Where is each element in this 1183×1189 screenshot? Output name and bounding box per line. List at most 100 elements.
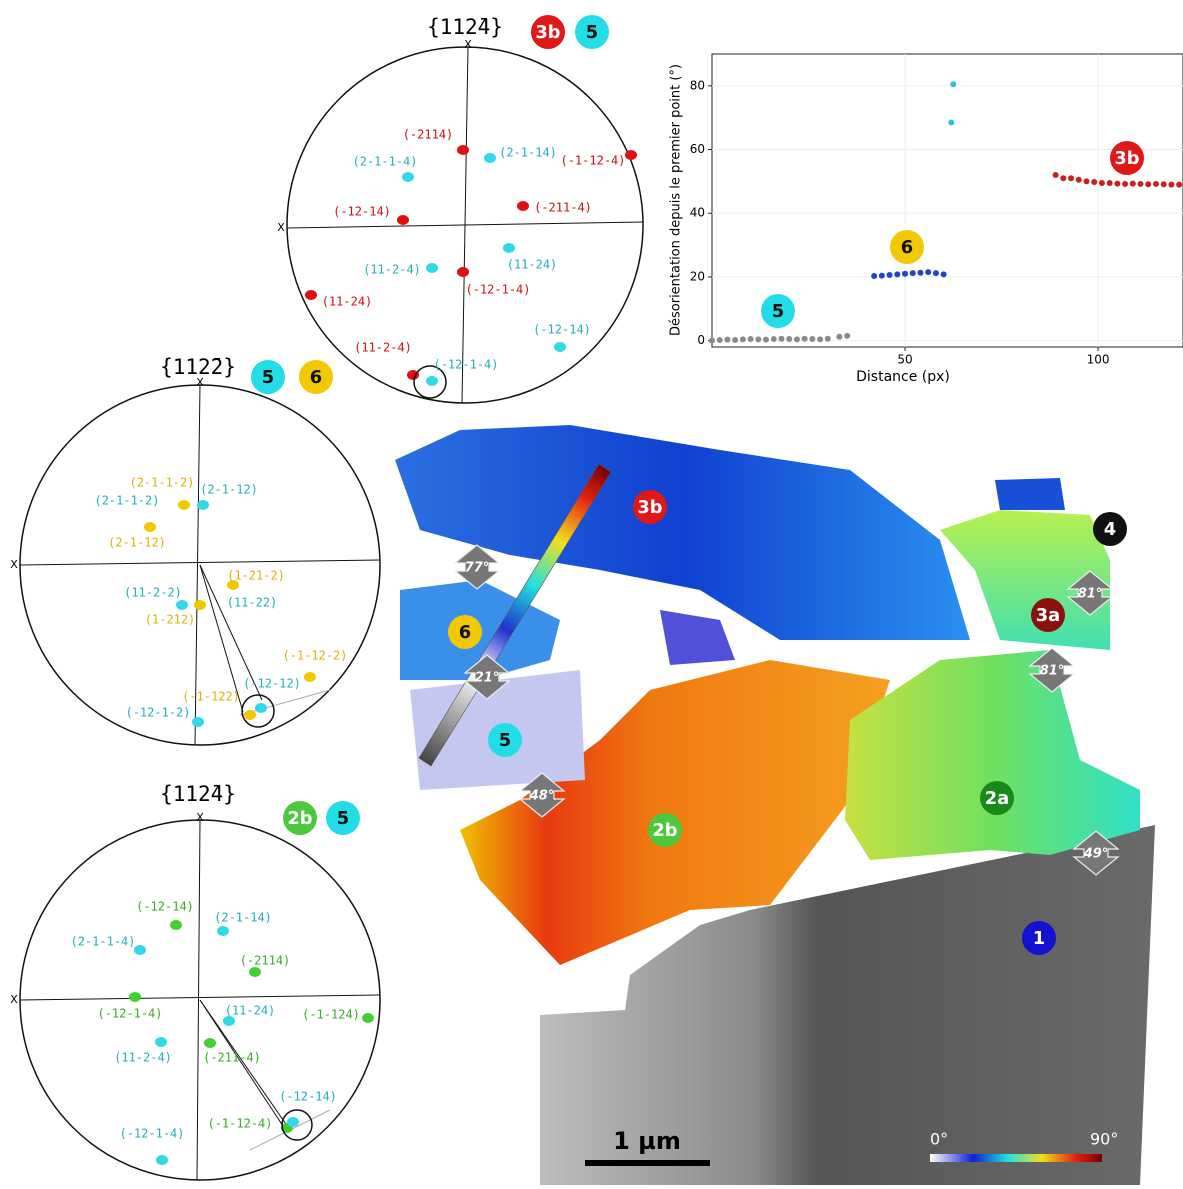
pole-spot: [134, 945, 146, 955]
pole-label: (1-212): [145, 613, 196, 627]
badge-label: 2b: [287, 808, 312, 829]
badge: [283, 801, 317, 835]
data-point: [1145, 181, 1152, 188]
pole-spot: [244, 710, 256, 720]
pole-spot: [362, 1013, 374, 1023]
axis-x-label: X: [10, 558, 18, 571]
badge: [488, 723, 522, 757]
pole-label: (-12-14): [136, 900, 194, 914]
grain-2b: [460, 660, 890, 965]
data-point: [917, 269, 924, 276]
axis-x-label: X: [277, 221, 285, 234]
data-point: [1137, 180, 1144, 187]
data-point: [1075, 176, 1082, 183]
pole-title: {112̄2}: [160, 355, 236, 379]
pole-spot: [554, 342, 566, 352]
data-point: [1152, 180, 1159, 187]
badge: [648, 813, 682, 847]
badge-label: 6: [310, 367, 322, 388]
data-point: [1083, 178, 1090, 185]
data-point: [950, 81, 957, 88]
plot-area: [711, 53, 1183, 348]
pole-spot: [197, 500, 209, 510]
pole-label: (11-22): [227, 596, 278, 610]
colorbar-label: 0°: [930, 1130, 948, 1149]
badge-label: 3b: [535, 22, 560, 43]
pole-spot: [249, 967, 261, 977]
axis-x-label: X: [464, 38, 472, 51]
badge: [531, 15, 565, 49]
badge: [1093, 512, 1127, 546]
ebsd-map: 1 µm 0° 90°: [395, 425, 1155, 1185]
pole-figure: XX{112̄4}(-2114)(2-1-14)(-1-12-4)(2-1-1-…: [277, 15, 644, 404]
guide-line: [199, 564, 244, 713]
badge-label: 3b: [637, 497, 662, 518]
axis-x-label: X: [10, 993, 18, 1006]
badge: [980, 781, 1014, 815]
data-point: [770, 336, 777, 343]
pole-figure: XX{112̄2}(2-1-1-2) (2-1-12)(2-1-1-2)(2-1-…: [10, 355, 381, 746]
pole-spot: [407, 370, 419, 380]
pole-spot: [194, 600, 206, 610]
pole-label: (-12-14): [333, 205, 391, 219]
pole-label: (1-21-2): [227, 569, 285, 583]
pole-label: (11-24): [322, 295, 373, 309]
data-point: [1122, 180, 1129, 187]
data-point: [1114, 180, 1121, 187]
data-point: [1091, 179, 1098, 186]
pole-label: (-1-12-4): [207, 1117, 272, 1131]
pole-spot: [287, 1117, 299, 1127]
x-tick-label: 100: [1087, 353, 1110, 367]
angle-arrow: [1072, 830, 1120, 876]
guide-line: [199, 999, 291, 1131]
x-tick-label: 50: [897, 353, 912, 367]
pole-spot: [170, 920, 182, 930]
badge-label: 2a: [985, 788, 1009, 809]
pole-spot: [176, 600, 188, 610]
grain-1: [540, 825, 1155, 1185]
x-axis-title: Distance (px): [856, 369, 950, 385]
data-point: [778, 335, 785, 342]
badge-label: 3b: [1114, 148, 1139, 169]
badge-label: 6: [901, 237, 913, 258]
highlight-circle: [413, 365, 447, 399]
data-point: [836, 333, 843, 340]
data-point: [1176, 181, 1183, 188]
data-point: [724, 336, 731, 343]
pole-label: (11-2-4): [363, 263, 421, 277]
pole-label: (2-1-1-2): [94, 494, 159, 508]
pole-label: (-12-12): [243, 677, 301, 691]
pole-label: (-211-4): [203, 1051, 261, 1065]
badge-label: 5: [337, 808, 349, 829]
guide-line: [199, 564, 263, 701]
pole-spot: [223, 1016, 235, 1026]
data-point: [732, 336, 739, 343]
angle-arrow: [453, 544, 501, 590]
grain-4: [940, 510, 1110, 650]
pole-label: (11-24): [507, 258, 558, 272]
y-tick-label: 40: [690, 206, 705, 220]
grain-2a: [845, 650, 1140, 860]
pole-spot: [397, 215, 409, 225]
badge-label: 6: [459, 622, 471, 643]
data-point: [809, 336, 816, 343]
data-point: [886, 272, 893, 279]
data-point: [1106, 179, 1113, 186]
pole-label: (2-1-12): [108, 536, 166, 550]
data-point: [1060, 175, 1067, 182]
axis-x-label: X: [196, 376, 204, 389]
data-point: [763, 336, 770, 343]
badge: [1022, 921, 1056, 955]
profile-line: [418, 463, 612, 767]
badge-label: 1: [1033, 928, 1045, 949]
badge: [890, 230, 924, 264]
pole-spot: [144, 522, 156, 532]
y-tick-label: 60: [690, 142, 705, 156]
data-point: [793, 336, 800, 343]
badge: [633, 490, 667, 524]
highlight-circle: [241, 694, 275, 728]
y-axis-title: Désorientation depuis le premier point (…: [669, 64, 684, 336]
pole-spot: [255, 703, 267, 713]
pole-label: (-1-122): [182, 690, 240, 704]
